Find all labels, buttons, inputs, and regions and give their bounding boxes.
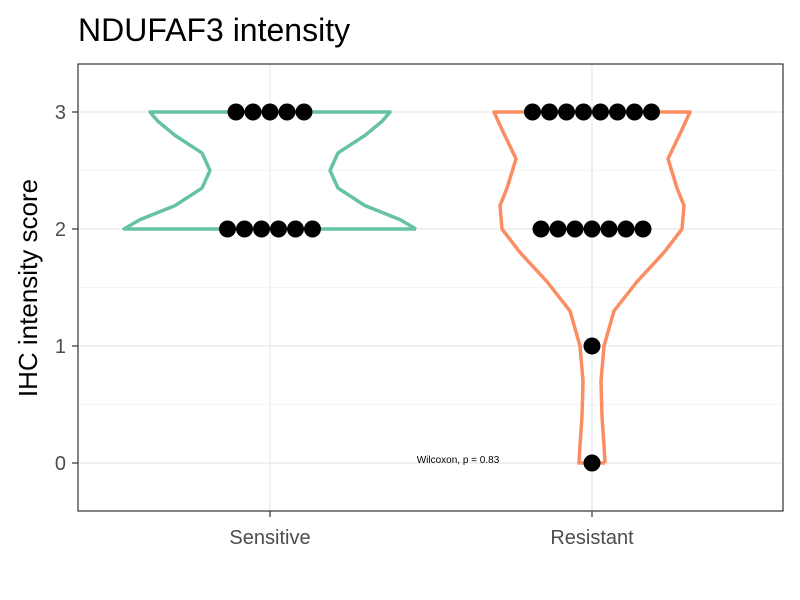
data-point: [600, 220, 618, 238]
y-tick-label: 2: [55, 219, 66, 241]
data-point: [643, 103, 660, 121]
y-tick-label: 3: [55, 102, 66, 124]
x-tick-label: Sensitive: [229, 527, 310, 549]
data-point: [304, 220, 321, 238]
chart-title: NDUFAF3 intensity: [78, 12, 350, 48]
y-axis: 0 1 2 3: [55, 102, 78, 475]
x-tick-label: Resistant: [550, 527, 634, 549]
data-point: [626, 103, 643, 121]
data-point: [549, 220, 567, 238]
dots: [219, 103, 660, 472]
data-point: [617, 220, 635, 238]
y-tick-label: 1: [55, 336, 66, 358]
data-point: [236, 220, 253, 238]
data-point: [227, 103, 245, 121]
violin-resistant: [492, 110, 692, 465]
data-point: [270, 220, 287, 238]
data-point: [583, 454, 601, 472]
data-point: [583, 337, 601, 355]
data-point: [566, 220, 584, 238]
y-tick-label: 0: [55, 453, 66, 475]
data-point: [219, 220, 236, 238]
x-axis: Sensitive Resistant: [229, 511, 634, 549]
data-point: [287, 220, 304, 238]
data-point: [261, 103, 279, 121]
data-point: [244, 103, 262, 121]
data-point: [575, 103, 592, 121]
grid: [78, 64, 783, 511]
data-point: [592, 103, 609, 121]
data-point: [295, 103, 313, 121]
data-point: [524, 103, 541, 121]
data-point: [634, 220, 652, 238]
plot-panel-border: [77, 63, 784, 512]
data-point: [541, 103, 558, 121]
data-point: [609, 103, 626, 121]
violins: [122, 110, 692, 465]
y-axis-label: IHC intensity score: [13, 179, 43, 397]
data-point: [583, 220, 601, 238]
data-point: [278, 103, 296, 121]
data-point: [253, 220, 270, 238]
data-point: [532, 220, 550, 238]
violin-sensitive: [122, 110, 417, 231]
data-point: [558, 103, 575, 121]
wilcoxon-annotation: Wilcoxon, p = 0.83: [417, 455, 500, 466]
